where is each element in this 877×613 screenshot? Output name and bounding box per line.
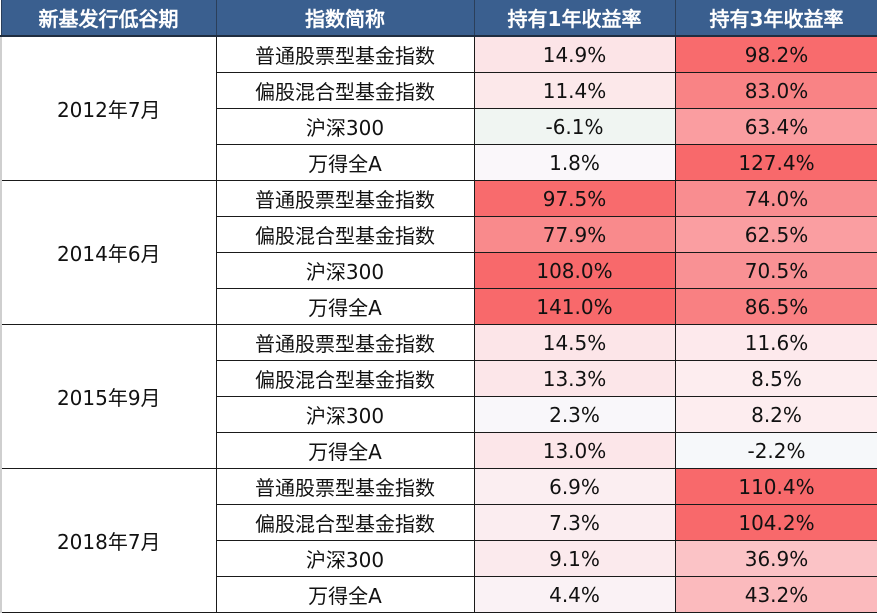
- return-3y-cell: 43.2%: [674, 576, 877, 613]
- return-3y-cell: 8.2%: [674, 396, 877, 433]
- period-cell: 2012年7月: [0, 35, 217, 181]
- table-row: 2014年6月 普通股票型基金指数 97.5% 74.0%: [0, 180, 877, 325]
- return-3y-cell: 70.5%: [674, 252, 877, 289]
- header-3y-return: 持有3年收益率: [674, 0, 877, 37]
- index-name-cell: 偏股混合型基金指数: [215, 360, 475, 397]
- table-row: 2018年7月 普通股票型基金指数 6.9% 110.4%: [0, 468, 877, 613]
- return-1y-cell: 13.3%: [473, 360, 676, 397]
- return-3y-cell: 8.5%: [674, 360, 877, 397]
- return-3y-cell: 86.5%: [674, 288, 877, 325]
- return-1y-cell: 2.3%: [473, 396, 676, 433]
- table-row: 沪深300 108.0% 70.5%: [1, 252, 877, 289]
- header-period: 新基发行低谷期: [0, 0, 217, 37]
- return-1y-cell: 7.3%: [473, 504, 676, 541]
- period-cell: 2015年9月: [0, 324, 217, 469]
- period-cell: 2018年7月: [0, 468, 217, 613]
- return-1y-cell: 97.5%: [473, 180, 676, 217]
- return-3y-cell: 104.2%: [674, 504, 877, 541]
- header-row: 新基发行低谷期 指数简称 持有1年收益率 持有3年收益率: [0, 0, 877, 37]
- table-row: 万得全A 13.0% -2.2%: [1, 432, 877, 469]
- return-3y-cell: 63.4%: [674, 108, 877, 145]
- index-name-cell: 普通股票型基金指数: [215, 180, 475, 217]
- return-3y-cell: 127.4%: [674, 144, 877, 181]
- return-1y-cell: 13.0%: [473, 432, 676, 469]
- return-1y-cell: 6.9%: [473, 468, 676, 505]
- return-3y-cell: 36.9%: [674, 540, 877, 577]
- return-3y-cell: 83.0%: [674, 72, 877, 109]
- return-1y-cell: 4.4%: [473, 576, 676, 613]
- table-row: 万得全A 1.8% 127.4%: [1, 144, 877, 181]
- table-row: 万得全A 141.0% 86.5%: [1, 288, 877, 325]
- table-row: 偏股混合型基金指数 7.3% 104.2%: [1, 504, 877, 541]
- index-name-cell: 万得全A: [215, 144, 475, 181]
- index-name-cell: 偏股混合型基金指数: [215, 216, 475, 253]
- table-row: 沪深300 9.1% 36.9%: [1, 540, 877, 577]
- return-1y-cell: 1.8%: [473, 144, 676, 181]
- index-name-cell: 普通股票型基金指数: [215, 324, 475, 361]
- return-1y-cell: 108.0%: [473, 252, 676, 289]
- period-cell: 2014年6月: [0, 180, 217, 325]
- index-name-cell: 沪深300: [215, 396, 475, 433]
- return-1y-cell: -6.1%: [473, 108, 676, 145]
- return-3y-cell: 98.2%: [674, 35, 877, 73]
- return-1y-cell: 14.9%: [473, 35, 676, 73]
- index-name-cell: 沪深300: [215, 540, 475, 577]
- header-index: 指数简称: [215, 0, 475, 37]
- return-3y-cell: 110.4%: [674, 468, 877, 505]
- return-1y-cell: 9.1%: [473, 540, 676, 577]
- return-1y-cell: 11.4%: [473, 72, 676, 109]
- table-row: 偏股混合型基金指数 77.9% 62.5%: [1, 216, 877, 253]
- index-name-cell: 万得全A: [215, 576, 475, 613]
- return-1y-cell: 141.0%: [473, 288, 676, 325]
- index-name-cell: 偏股混合型基金指数: [215, 504, 475, 541]
- table-row: 偏股混合型基金指数 13.3% 8.5%: [1, 360, 877, 397]
- table-row: 2012年7月 普通股票型基金指数 14.9% 98.2%: [0, 35, 877, 181]
- index-name-cell: 普通股票型基金指数: [215, 35, 475, 73]
- index-name-cell: 万得全A: [215, 432, 475, 469]
- index-name-cell: 沪深300: [215, 108, 475, 145]
- index-name-cell: 万得全A: [215, 288, 475, 325]
- return-1y-cell: 14.5%: [473, 324, 676, 361]
- return-3y-cell: 11.6%: [674, 324, 877, 361]
- return-1y-cell: 77.9%: [473, 216, 676, 253]
- table-row: 万得全A 4.4% 43.2%: [1, 576, 877, 613]
- index-name-cell: 沪深300: [215, 252, 475, 289]
- return-3y-cell: 62.5%: [674, 216, 877, 253]
- table-row: 2015年9月 普通股票型基金指数 14.5% 11.6%: [0, 324, 877, 469]
- return-3y-cell: -2.2%: [674, 432, 877, 469]
- return-3y-cell: 74.0%: [674, 180, 877, 217]
- header-1y-return: 持有1年收益率: [473, 0, 676, 37]
- index-name-cell: 普通股票型基金指数: [215, 468, 475, 505]
- index-name-cell: 偏股混合型基金指数: [215, 72, 475, 109]
